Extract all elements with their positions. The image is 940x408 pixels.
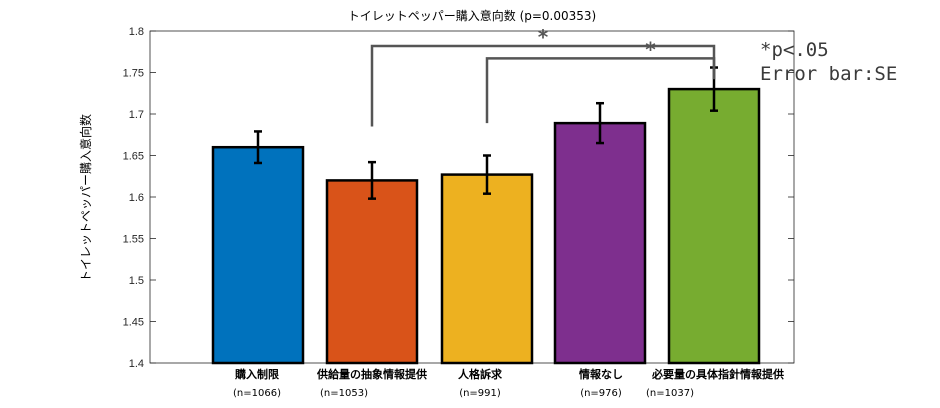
bars: [211, 66, 761, 365]
category-label: 供給量の抽象情報提供: [316, 367, 427, 381]
bar: [211, 145, 305, 365]
chart-title: トイレットペッパー購入意向数 (p=0.00353): [348, 8, 596, 23]
category-label: 必要量の具体指針情報提供: [651, 367, 784, 381]
category-label: 人格訴求: [458, 367, 503, 381]
bar: [667, 87, 761, 365]
y-tick-label: 1.7: [129, 109, 144, 121]
y-tick-label: 1.55: [123, 234, 144, 246]
category-label: 情報なし: [579, 367, 623, 381]
significance-star: *: [644, 37, 656, 61]
legend-error-bar: Error bar:SE: [760, 63, 897, 85]
y-tick-label: 1.8: [129, 26, 144, 38]
category-n: (n=1037): [646, 388, 694, 399]
y-tick-label: 1.5: [129, 275, 144, 287]
bar: [325, 179, 419, 365]
y-axis-label: トイレットペッパー購入意向数: [78, 114, 93, 282]
category-label: 購入制限: [234, 367, 279, 381]
category-n: (n=976): [580, 388, 622, 399]
y-tick-label: 1.45: [123, 317, 144, 329]
significance-bracket: [485, 57, 716, 124]
legend-significance: *p<.05: [760, 39, 829, 61]
category-labels: 購入制限 (n=1066) 供給量の抽象情報提供 (n=1053) 人格訴求 (n=991…: [233, 367, 784, 399]
category-n: (n=1053): [320, 388, 368, 399]
bar: [553, 121, 647, 365]
y-axis: 1.4 1.45 1.5 1.55 1.6 1.65 1.7 1.75 1.8: [123, 26, 794, 370]
category-n: (n=1066): [233, 388, 281, 399]
y-tick-label: 1.75: [123, 68, 144, 80]
significance-brackets: **: [370, 25, 716, 127]
y-tick-label: 1.65: [123, 151, 144, 163]
y-tick-label: 1.4: [129, 358, 144, 370]
bar: [440, 173, 534, 365]
significance-star: *: [537, 25, 549, 49]
category-n: (n=991): [459, 388, 501, 399]
y-tick-label: 1.6: [129, 192, 144, 204]
